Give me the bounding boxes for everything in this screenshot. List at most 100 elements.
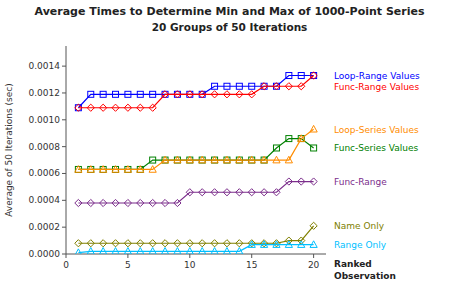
legend-entry: Range Only xyxy=(334,240,387,250)
marker xyxy=(236,91,243,98)
legend: Loop-Range ValuesFunc-Range ValuesFunc-S… xyxy=(334,71,420,250)
y-tick-label: 0.0010 xyxy=(29,115,61,125)
marker xyxy=(249,83,255,89)
marker xyxy=(100,240,107,247)
marker xyxy=(112,166,119,173)
x-tick xyxy=(189,254,190,258)
marker xyxy=(174,248,181,254)
marker xyxy=(212,83,218,89)
y-tick xyxy=(62,200,66,201)
marker xyxy=(149,166,156,173)
marker xyxy=(224,83,230,89)
x-tick xyxy=(313,254,314,258)
marker xyxy=(273,189,280,196)
legend-entry: Func-Range xyxy=(334,177,387,187)
series xyxy=(75,178,317,207)
marker xyxy=(211,189,218,196)
marker xyxy=(260,189,267,196)
marker xyxy=(150,157,156,163)
marker xyxy=(161,156,168,163)
marker xyxy=(298,135,305,142)
marker xyxy=(112,104,119,111)
marker xyxy=(100,166,107,173)
marker xyxy=(223,189,230,196)
series xyxy=(75,136,316,173)
marker xyxy=(186,189,193,196)
series-line xyxy=(78,139,313,170)
y-tick xyxy=(62,146,66,147)
y-tick-label: 0.0014 xyxy=(29,61,61,71)
legend-entry: Loop-Range Values xyxy=(334,71,420,81)
chart: Average Times to Determine Min and Max o… xyxy=(0,0,459,289)
marker xyxy=(285,156,292,163)
marker xyxy=(161,248,168,254)
marker xyxy=(248,189,255,196)
marker xyxy=(124,248,131,254)
marker xyxy=(310,241,317,248)
y-tick xyxy=(62,119,66,120)
marker xyxy=(298,241,305,248)
marker xyxy=(260,241,267,248)
y-tick-label: 0.0006 xyxy=(29,168,61,178)
series-line xyxy=(78,182,313,203)
marker xyxy=(87,166,94,173)
x-axis-label-line: Ranked xyxy=(334,259,372,269)
marker xyxy=(112,248,119,254)
x-tick-label: 20 xyxy=(308,260,320,270)
x-tick-label: 15 xyxy=(246,260,257,270)
marker xyxy=(124,240,131,247)
marker xyxy=(113,91,119,97)
marker xyxy=(149,104,156,111)
marker xyxy=(273,240,280,247)
marker xyxy=(124,166,131,173)
marker xyxy=(186,248,193,254)
marker xyxy=(174,199,181,206)
y-tick-label: 0.0000 xyxy=(29,249,61,259)
marker xyxy=(248,240,255,247)
marker xyxy=(149,240,156,247)
series xyxy=(75,241,317,254)
marker xyxy=(236,248,243,254)
marker xyxy=(199,240,206,247)
x-tick xyxy=(251,254,252,258)
marker xyxy=(311,145,317,151)
marker xyxy=(236,189,243,196)
y-tick-label: 0.0008 xyxy=(29,142,61,152)
series xyxy=(75,72,317,111)
marker xyxy=(285,241,292,248)
marker xyxy=(298,73,304,79)
marker xyxy=(211,156,218,163)
marker xyxy=(125,91,131,97)
marker xyxy=(124,104,131,111)
legend-entry: Loop-Series Values xyxy=(334,125,419,135)
marker xyxy=(124,199,131,206)
axes: 051015200.00000.00020.00040.00060.00080.… xyxy=(29,46,327,270)
marker xyxy=(236,83,242,89)
y-tick xyxy=(62,227,66,228)
marker xyxy=(273,156,280,163)
marker xyxy=(161,199,168,206)
x-tick xyxy=(127,254,128,258)
marker xyxy=(199,91,206,98)
marker xyxy=(137,248,144,254)
y-tick-label: 0.0004 xyxy=(29,195,61,205)
marker xyxy=(286,136,292,142)
marker xyxy=(112,199,119,206)
y-axis-line xyxy=(66,46,67,254)
legend-entry: Func-Range Values xyxy=(334,82,419,92)
series-line xyxy=(78,226,313,243)
x-tick-label: 0 xyxy=(63,260,69,270)
marker xyxy=(137,104,144,111)
marker xyxy=(112,240,119,247)
marker xyxy=(87,104,94,111)
x-tick-label: 10 xyxy=(184,260,196,270)
marker xyxy=(87,240,94,247)
x-axis-label: RankedObservation xyxy=(334,259,396,281)
marker xyxy=(236,240,243,247)
marker xyxy=(223,91,230,98)
x-tick xyxy=(66,254,67,258)
marker xyxy=(150,91,156,97)
marker xyxy=(273,145,279,151)
plot-area xyxy=(75,72,317,254)
marker xyxy=(174,156,181,163)
